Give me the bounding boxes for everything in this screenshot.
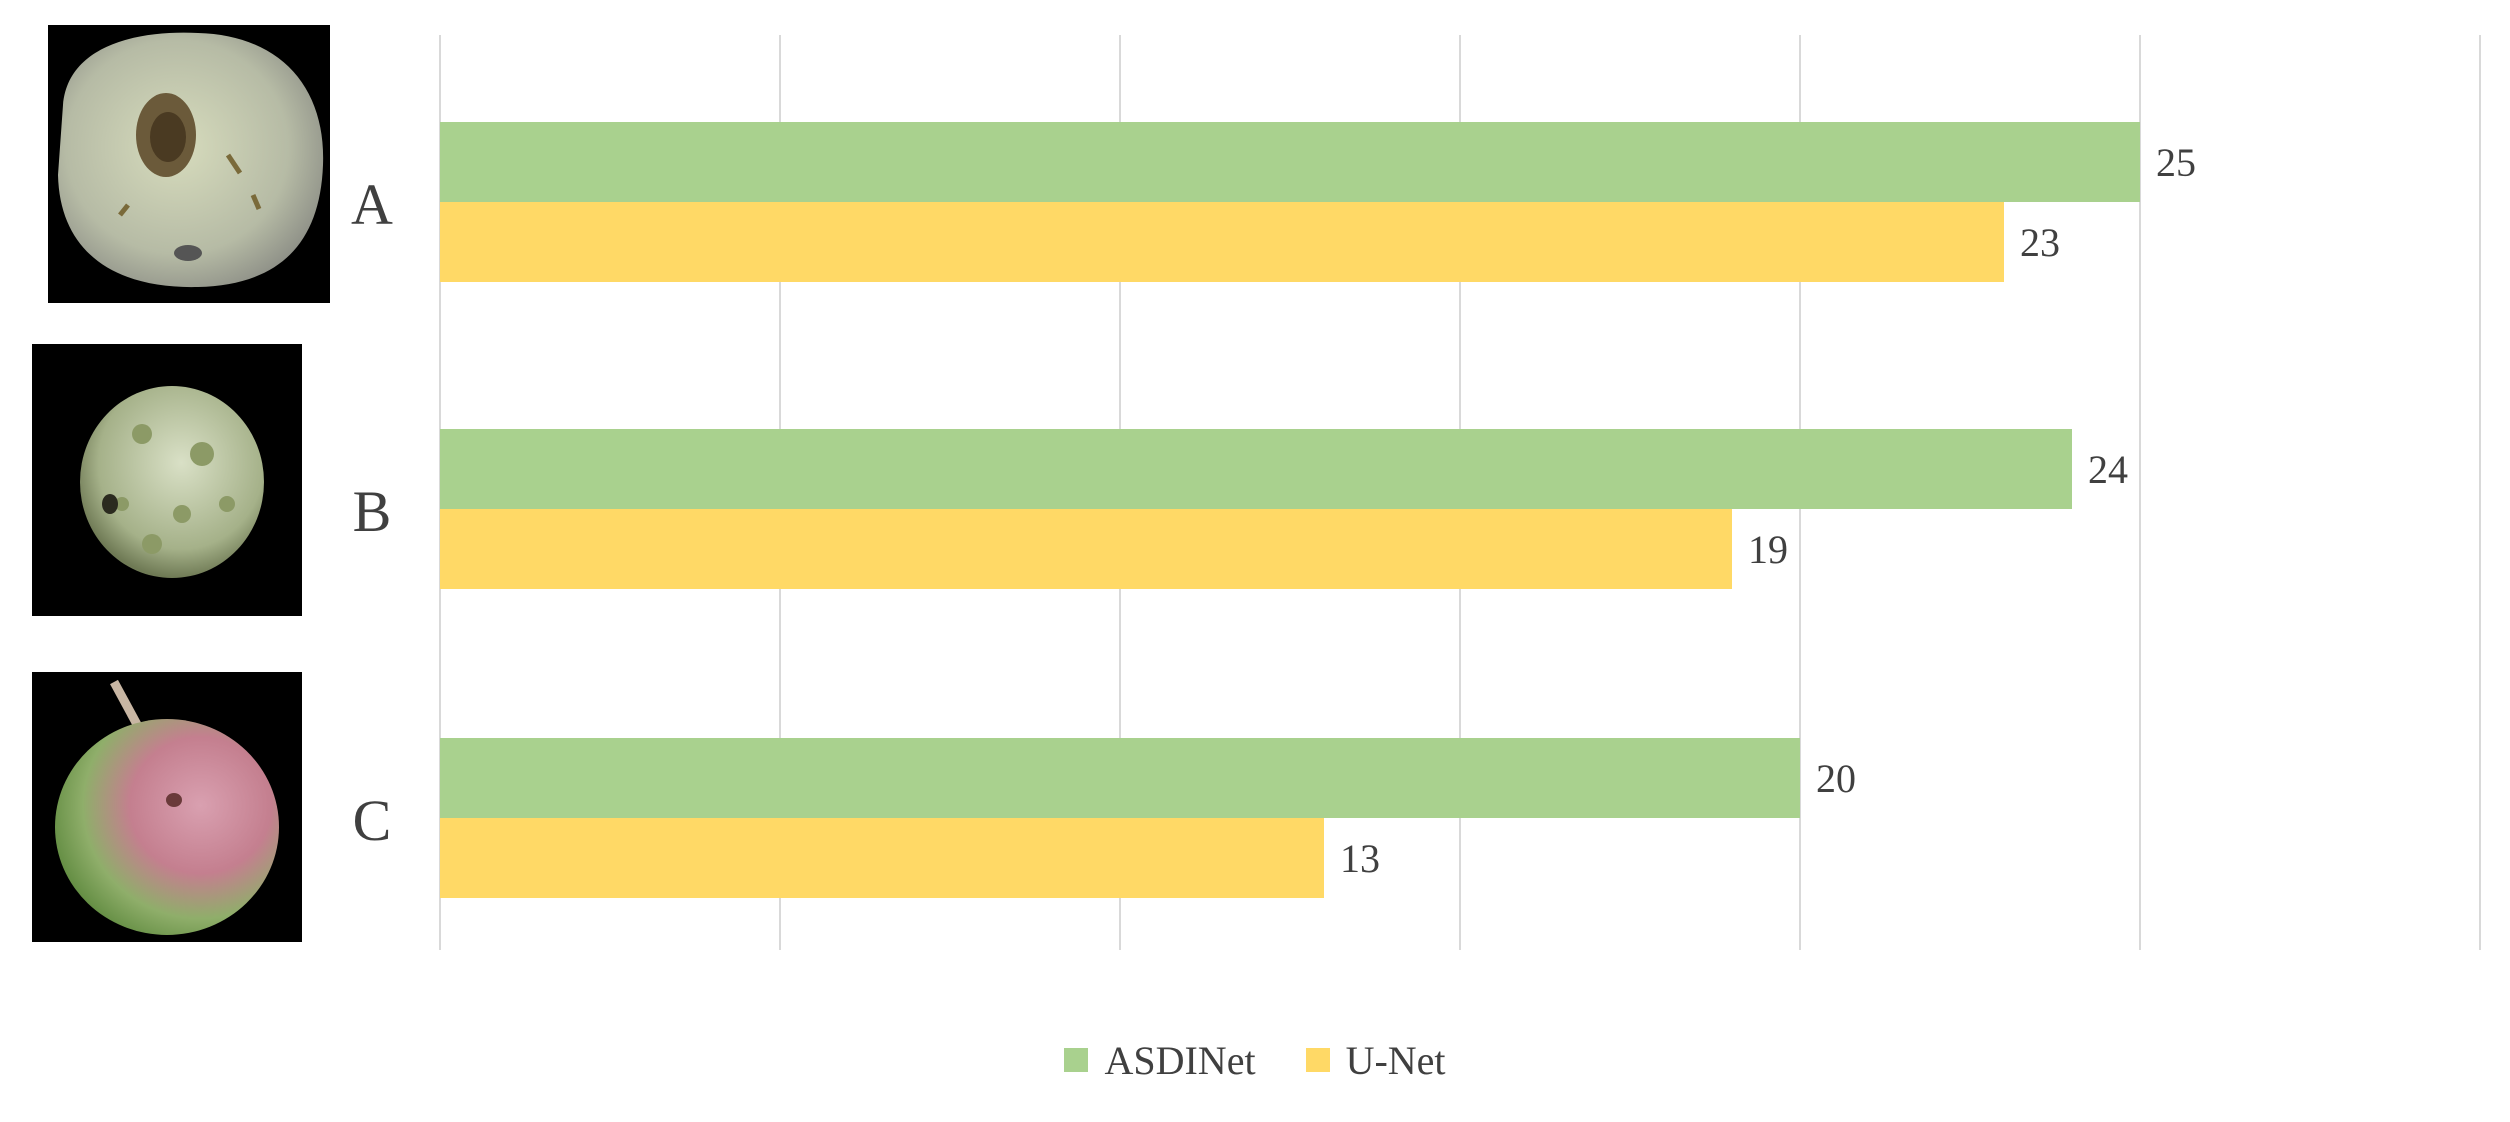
- bar-asdinet-B: [440, 429, 2072, 509]
- bar-asdinet-A: [440, 122, 2140, 202]
- bar-u-net-A: [440, 202, 2004, 282]
- legend-swatch-asdinet: [1064, 1048, 1089, 1072]
- apple-image-b: [32, 344, 302, 616]
- apple-image-c: [32, 672, 302, 942]
- data-label-u-net-C: 13: [1340, 836, 1380, 881]
- legend-item-unet: U-Net: [1305, 1037, 1446, 1084]
- category-label-A: A: [351, 172, 393, 237]
- apple-b-icon: [80, 386, 264, 578]
- legend-item-asdinet: ASDINet: [1064, 1037, 1256, 1084]
- data-label-u-net-B: 19: [1748, 527, 1788, 572]
- legend-label-asdinet: ASDINet: [1104, 1037, 1256, 1083]
- data-label-asdinet-B: 24: [2088, 447, 2128, 492]
- bar-chart: 051015202530ABC252420231913: [351, 35, 2481, 950]
- category-label-C: C: [353, 788, 392, 853]
- apple-a-icon: [58, 32, 324, 288]
- bar-asdinet-C: [440, 738, 1800, 818]
- apple-c-icon: [55, 679, 279, 935]
- bar-u-net-C: [440, 818, 1324, 898]
- category-label-B: B: [353, 479, 392, 544]
- legend-swatch-unet: [1305, 1048, 1330, 1072]
- data-label-u-net-A: 23: [2020, 220, 2060, 265]
- bar-u-net-B: [440, 509, 1732, 589]
- legend: ASDINet U-Net: [0, 1030, 2510, 1090]
- apple-image-a: [48, 25, 330, 303]
- legend-label-unet: U-Net: [1345, 1037, 1446, 1083]
- data-label-asdinet-A: 25: [2156, 140, 2196, 185]
- data-label-asdinet-C: 20: [1816, 756, 1856, 801]
